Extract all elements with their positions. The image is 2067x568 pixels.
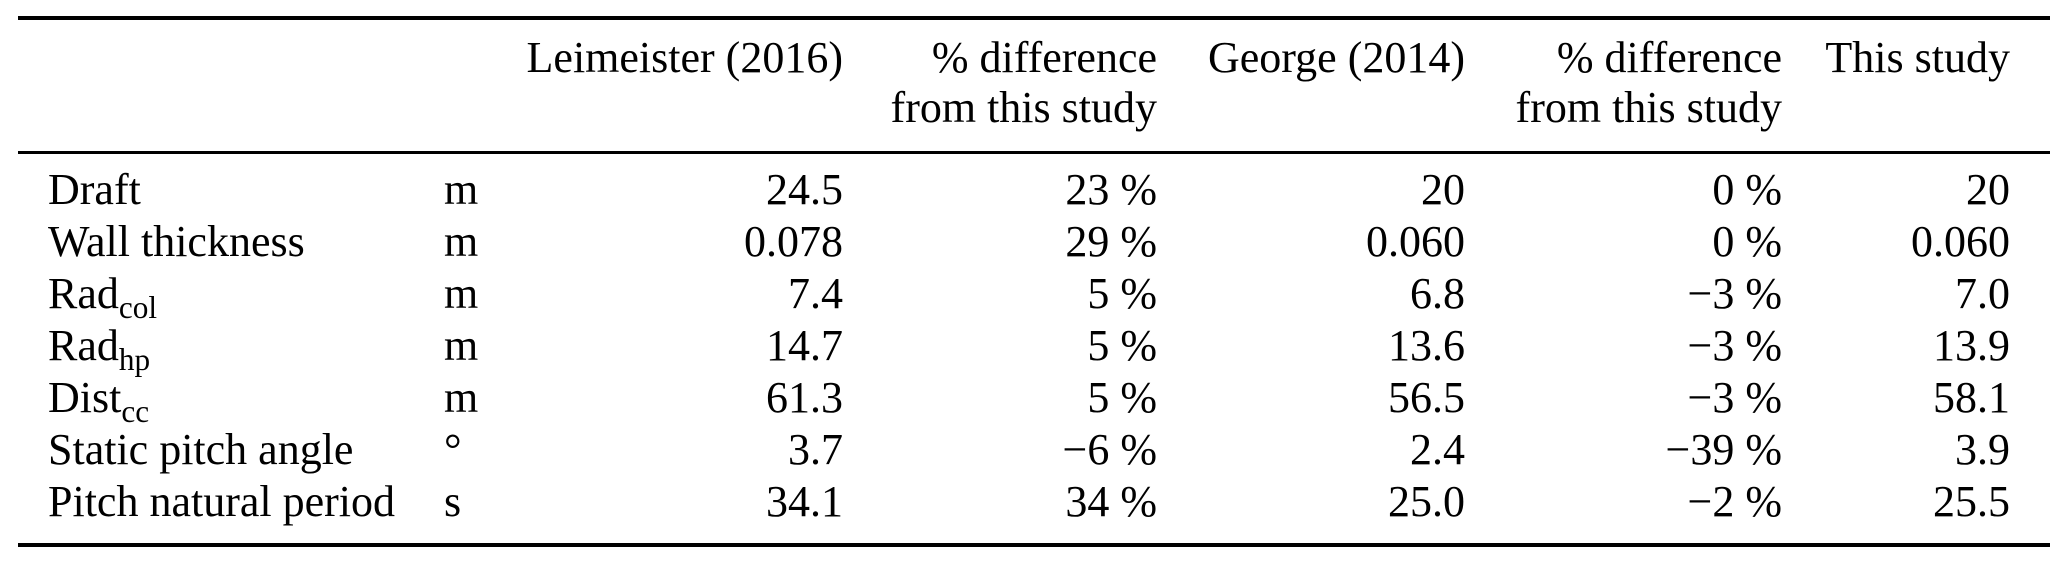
value-diff-george: −3 % (1687, 268, 1782, 318)
value-leimeister: 61.3 (766, 372, 843, 422)
param-label: Pitch natural period (0, 475, 443, 527)
value-diff-leimeister: 5 % (1087, 372, 1157, 422)
header-diff-george-line1: % difference (1556, 33, 1782, 82)
header-leimeister-label: Leimeister (2016) (526, 33, 843, 82)
unit-label: s (444, 476, 462, 526)
value-this-study: 3.9 (1955, 424, 2010, 474)
param-subscript: col (118, 289, 158, 325)
table-row-static-pitch-angle: Static pitch angle ° 3.7 −6 % 2.4 −39 % … (0, 423, 2067, 475)
header-parameter-empty (0, 0, 443, 163)
value-this-study: 7.0 (1955, 268, 2010, 318)
param-label: Draft (0, 163, 443, 215)
value-leimeister: 14.7 (766, 320, 843, 370)
value-george: 56.5 (1388, 372, 1465, 422)
header-george-2014: George (2014) (1157, 0, 1465, 163)
unit-label: ° (444, 424, 462, 474)
param-label: Static pitch angle (0, 423, 443, 475)
value-leimeister: 7.4 (788, 268, 843, 318)
value-george: 2.4 (1410, 424, 1465, 474)
value-leimeister: 34.1 (766, 476, 843, 526)
header-diff-george-line2: from this study (1515, 83, 1782, 132)
param-text: Draft (48, 164, 141, 214)
param-label: Radcol (0, 267, 443, 323)
value-diff-leimeister: 34 % (1065, 476, 1157, 526)
table-top-rule (18, 16, 2050, 20)
value-this-study: 0.060 (1911, 216, 2010, 266)
value-leimeister: 3.7 (788, 424, 843, 474)
value-leimeister: 24.5 (766, 164, 843, 214)
value-diff-leimeister: 29 % (1065, 216, 1157, 266)
param-text: Rad (48, 268, 119, 318)
value-george: 25.0 (1388, 476, 1465, 526)
value-diff-george: 0 % (1712, 164, 1782, 214)
header-diff-leimeister-line2: from this study (890, 83, 1157, 132)
value-leimeister: 0.078 (744, 216, 843, 266)
table-row-rad-hp: Radhp m 14.7 5 % 13.6 −3 % 13.9 (0, 319, 2067, 375)
header-diff-leimeister-line1: % difference (931, 33, 1157, 82)
table-row-draft: Draft m 24.5 23 % 20 0 % 20 (0, 163, 2067, 215)
unit-label: m (444, 320, 479, 370)
value-this-study: 25.5 (1933, 476, 2010, 526)
value-george: 0.060 (1366, 216, 1465, 266)
value-george: 20 (1421, 164, 1465, 214)
unit-label: m (444, 372, 479, 422)
header-diff-leimeister: % difference from this study (843, 0, 1157, 163)
value-diff-george: −2 % (1687, 476, 1782, 526)
param-text: Wall thickness (48, 216, 305, 266)
value-this-study: 58.1 (1933, 372, 2010, 422)
table-row-pitch-natural-period: Pitch natural period s 34.1 34 % 25.0 −2… (0, 475, 2067, 527)
param-subscript: hp (118, 341, 151, 377)
param-text: Dist (48, 372, 122, 422)
param-label: Wall thickness (0, 215, 443, 267)
param-label: Radhp (0, 319, 443, 375)
table-header: Leimeister (2016) % difference from this… (0, 0, 2067, 163)
value-diff-george: −39 % (1665, 424, 1782, 474)
table-row-wall-thickness: Wall thickness m 0.078 29 % 0.060 0 % 0.… (0, 215, 2067, 267)
value-this-study: 20 (1966, 164, 2010, 214)
param-label: Distcc (0, 371, 443, 427)
value-diff-george: −3 % (1687, 320, 1782, 370)
param-text: Static pitch angle (48, 424, 354, 474)
value-this-study: 13.9 (1933, 320, 2010, 370)
value-diff-leimeister: 23 % (1065, 164, 1157, 214)
header-diff-george: % difference from this study (1465, 0, 1782, 163)
value-diff-leimeister: 5 % (1087, 320, 1157, 370)
value-diff-george: 0 % (1712, 216, 1782, 266)
header-leimeister-2016: Leimeister (2016) (503, 0, 843, 163)
value-diff-george: −3 % (1687, 372, 1782, 422)
param-text: Rad (48, 320, 119, 370)
table-bottom-rule (18, 543, 2050, 547)
parameters-comparison-table: Leimeister (2016) % difference from this… (0, 0, 2067, 527)
param-text: Pitch natural period (48, 476, 396, 526)
header-row: Leimeister (2016) % difference from this… (0, 0, 2067, 163)
value-george: 13.6 (1388, 320, 1465, 370)
value-diff-leimeister: −6 % (1062, 424, 1157, 474)
unit-label: m (444, 216, 479, 266)
table-row-rad-col: Radcol m 7.4 5 % 6.8 −3 % 7.0 (0, 267, 2067, 323)
header-this-study-label: This study (1825, 33, 2010, 82)
table-body: Draft m 24.5 23 % 20 0 % 20 Wall thickne… (0, 163, 2067, 527)
unit-label: m (444, 268, 479, 318)
table-header-rule (18, 151, 2050, 154)
value-diff-leimeister: 5 % (1087, 268, 1157, 318)
param-subscript: cc (121, 393, 150, 429)
header-george-label: George (2014) (1208, 33, 1465, 82)
header-unit-empty (443, 0, 503, 163)
unit-label: m (444, 164, 479, 214)
table-row-dist-cc: Distcc m 61.3 5 % 56.5 −3 % 58.1 (0, 371, 2067, 427)
value-george: 6.8 (1410, 268, 1465, 318)
header-this-study: This study (1782, 0, 2067, 163)
